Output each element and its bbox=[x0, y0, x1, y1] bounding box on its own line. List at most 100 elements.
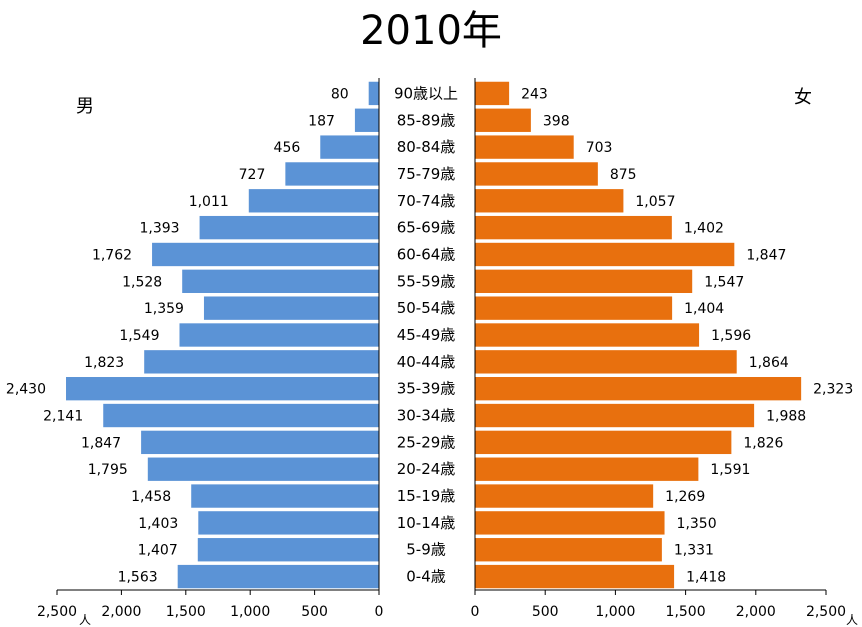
male-bar bbox=[198, 511, 379, 535]
age-group-label: 5-9歳 bbox=[406, 541, 446, 559]
female-bar bbox=[475, 403, 755, 428]
left-x-tick-label: 2,000 bbox=[101, 604, 141, 620]
male-value-label: 1,359 bbox=[144, 301, 184, 317]
male-bar bbox=[141, 430, 379, 455]
left-x-tick-label: 0 bbox=[375, 604, 384, 620]
male-value-label: 1,823 bbox=[84, 355, 124, 371]
female-series-label: 女 bbox=[794, 87, 812, 108]
male-value-label: 1,403 bbox=[138, 516, 178, 532]
male-bar bbox=[354, 108, 379, 132]
male-series-label: 男 bbox=[76, 96, 94, 117]
female-bar bbox=[475, 81, 510, 106]
age-group-label: 30-34歳 bbox=[397, 407, 456, 425]
female-value-label: 1,864 bbox=[749, 355, 789, 371]
male-value-label: 187 bbox=[308, 113, 335, 129]
male-bar bbox=[368, 81, 379, 106]
age-group-label: 45-49歳 bbox=[397, 326, 456, 344]
right-x-tick-label: 500 bbox=[532, 604, 559, 620]
female-value-label: 1,350 bbox=[677, 516, 717, 532]
female-bar bbox=[475, 135, 574, 159]
right-x-tick-label: 0 bbox=[471, 604, 480, 620]
male-value-label: 727 bbox=[239, 167, 266, 183]
right-x-tick-label: 2,000 bbox=[736, 604, 776, 620]
male-bar bbox=[199, 215, 379, 240]
female-bar bbox=[475, 564, 675, 589]
male-bar bbox=[152, 242, 379, 267]
female-bar bbox=[475, 215, 672, 240]
female-value-label: 1,057 bbox=[635, 194, 675, 210]
male-bar bbox=[320, 135, 379, 159]
left-x-tick-label: 1,000 bbox=[230, 604, 270, 620]
male-value-label: 1,393 bbox=[139, 221, 179, 237]
age-group-label: 25-29歳 bbox=[397, 433, 456, 451]
female-value-label: 1,402 bbox=[684, 221, 724, 237]
left-x-tick-label: 500 bbox=[301, 604, 328, 620]
right-x-tick-label: 1,500 bbox=[666, 604, 706, 620]
female-value-label: 1,596 bbox=[711, 328, 751, 344]
female-bar bbox=[475, 108, 531, 132]
female-value-label: 243 bbox=[521, 86, 548, 102]
male-bar bbox=[179, 323, 379, 347]
male-bar bbox=[197, 538, 379, 562]
male-bar bbox=[203, 296, 379, 320]
left-x-tick-label: 1,500 bbox=[166, 604, 206, 620]
female-value-label: 1,269 bbox=[665, 489, 705, 505]
female-value-label: 1,847 bbox=[746, 247, 786, 263]
female-value-label: 1,547 bbox=[704, 274, 744, 290]
age-group-label: 85-89歳 bbox=[397, 111, 456, 129]
male-value-label: 1,795 bbox=[88, 462, 128, 478]
left-x-tick-label: 2,500 bbox=[37, 604, 77, 620]
female-bar bbox=[475, 484, 654, 508]
right-unit-label: 人 bbox=[846, 613, 858, 627]
age-group-label: 40-44歳 bbox=[397, 353, 456, 371]
male-bar bbox=[248, 189, 379, 213]
male-bar bbox=[147, 457, 379, 481]
chart-title: 2010年 bbox=[360, 8, 502, 54]
female-bar bbox=[475, 457, 699, 481]
male-value-label: 1,762 bbox=[92, 247, 132, 263]
female-bar bbox=[475, 511, 665, 535]
male-value-label: 1,563 bbox=[118, 570, 158, 586]
left-unit-label: 人 bbox=[79, 613, 91, 627]
female-value-label: 1,418 bbox=[686, 570, 726, 586]
female-bar bbox=[475, 242, 735, 267]
male-value-label: 1,549 bbox=[119, 328, 159, 344]
male-value-label: 80 bbox=[331, 86, 349, 102]
male-bar bbox=[177, 564, 379, 589]
age-group-label: 50-54歳 bbox=[397, 299, 456, 317]
female-value-label: 1,591 bbox=[710, 462, 750, 478]
female-bar bbox=[475, 296, 673, 320]
female-bar bbox=[475, 162, 598, 186]
female-value-label: 1,826 bbox=[743, 435, 783, 451]
right-x-tick-label: 1,000 bbox=[595, 604, 635, 620]
age-group-label: 55-59歳 bbox=[397, 272, 456, 290]
age-group-label: 60-64歳 bbox=[397, 245, 456, 263]
chart-marks: 80 243 90歳以上 187 398 85-89歳 456 703 80-84歳 727 875… bbox=[6, 78, 858, 627]
female-bar bbox=[475, 350, 737, 374]
female-value-label: 875 bbox=[610, 167, 637, 183]
male-value-label: 456 bbox=[274, 140, 301, 156]
age-group-label: 80-84歳 bbox=[397, 138, 456, 156]
male-bar bbox=[66, 377, 380, 401]
male-value-label: 1,847 bbox=[81, 435, 121, 451]
male-value-label: 1,458 bbox=[131, 489, 171, 505]
male-value-label: 1,528 bbox=[122, 274, 162, 290]
female-bar bbox=[475, 269, 693, 293]
age-group-label: 10-14歳 bbox=[397, 514, 456, 532]
female-bar bbox=[475, 377, 802, 401]
age-group-label: 70-74歳 bbox=[397, 192, 456, 210]
male-value-label: 1,011 bbox=[189, 194, 229, 210]
female-value-label: 1,404 bbox=[684, 301, 724, 317]
age-group-label: 20-24歳 bbox=[397, 460, 456, 478]
male-value-label: 2,141 bbox=[43, 409, 83, 425]
female-value-label: 398 bbox=[543, 113, 570, 129]
male-bar bbox=[191, 484, 379, 508]
age-group-label: 35-39歳 bbox=[397, 380, 456, 398]
age-group-label: 15-19歳 bbox=[397, 487, 456, 505]
age-group-label: 75-79歳 bbox=[397, 165, 456, 183]
right-x-tick-label: 2,500 bbox=[806, 604, 846, 620]
female-bar bbox=[475, 430, 732, 455]
male-bar bbox=[182, 269, 379, 293]
